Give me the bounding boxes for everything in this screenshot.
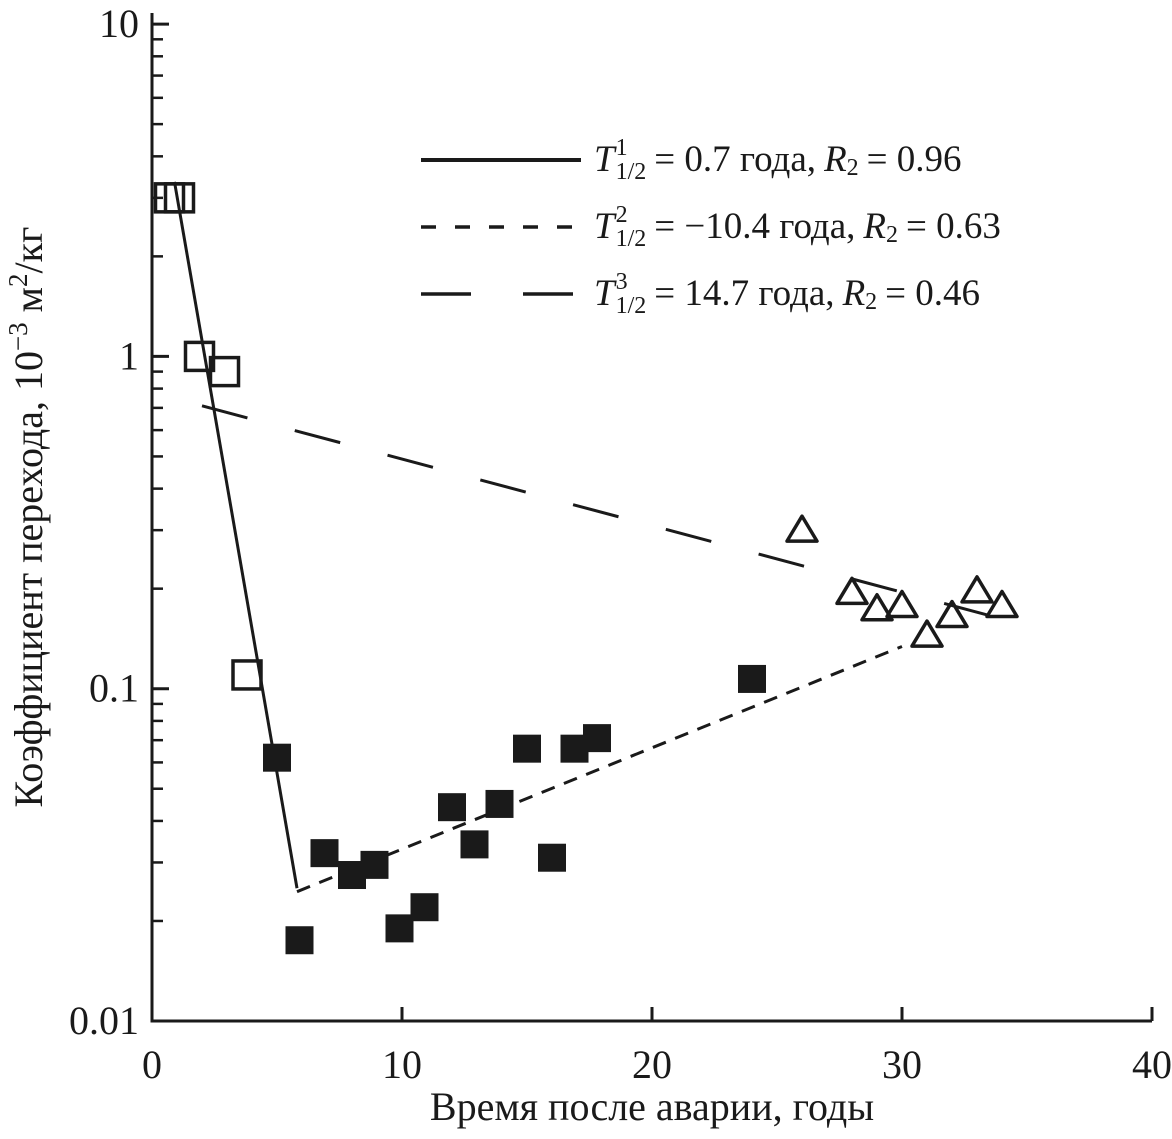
open-triangle-marker (785, 514, 819, 543)
filled-square-marker (285, 926, 314, 955)
y-axis-title: Коэффициент перехода, 10−3 м2/кг (3, 227, 51, 808)
y-tick-label: 0.1 (89, 666, 139, 711)
filled-square-marker (460, 830, 489, 859)
legend-label: T 3 1/2 = 14.7 года, R 2 = 0.46 (594, 268, 981, 319)
legend-label: T 1 1/2 = 0.7 года, R 2 = 0.96 (594, 134, 962, 185)
x-tick-label: 30 (882, 1042, 922, 1087)
filled-square-marker (263, 743, 291, 772)
open-triangle-marker (885, 589, 919, 619)
open-triangle-marker (860, 593, 894, 622)
filled-square-marker (438, 793, 466, 822)
open-triangle-marker (985, 589, 1019, 619)
open-triangle-marker (960, 575, 994, 604)
series-open-triangle (785, 514, 1019, 648)
y-tick-label: 10 (99, 1, 139, 46)
open-square-marker (208, 355, 241, 388)
fit-line-solid (173, 181, 299, 889)
data-series (153, 182, 1019, 955)
open-triangle-marker (910, 619, 944, 648)
filled-square-marker (360, 850, 389, 879)
filled-square-marker (583, 724, 611, 753)
open-square-marker (231, 659, 263, 691)
legend-row-short-dash: T 2 1/2 = −10.4 года, R 2 = 0.63 (420, 193, 1001, 260)
open-triangle-marker (935, 599, 969, 629)
x-tick-label: 10 (382, 1042, 422, 1087)
series-filled-square (263, 664, 766, 955)
filled-square-marker (513, 734, 541, 763)
y-tick-label: 0.01 (69, 998, 139, 1043)
fit-line-long-dash (201, 404, 1010, 623)
filled-square-marker (385, 914, 414, 943)
legend-row-solid: T 1 1/2 = 0.7 года, R 2 = 0.96 (420, 126, 1001, 193)
open-triangle-marker (835, 576, 869, 606)
series-open-square (153, 182, 263, 691)
x-tick-label: 20 (632, 1042, 672, 1087)
x-axis-title: Время после аварии, годы (430, 1084, 874, 1129)
filled-square-marker (310, 839, 339, 868)
filled-square-marker (738, 664, 766, 693)
y-tick-label: 1 (119, 333, 139, 378)
filled-square-marker (538, 843, 566, 872)
x-tick-label: 0 (142, 1042, 162, 1087)
open-square-marker (163, 182, 196, 214)
legend: T 1 1/2 = 0.7 года, R 2 = 0.96 T 2 1/2 = −10.4 го… (420, 126, 1001, 327)
legend-solid-line-sample (421, 157, 581, 162)
legend-label: T 2 1/2 = −10.4 года, R 2 = 0.63 (594, 201, 1001, 252)
fit-line-short-dash (296, 645, 903, 894)
filled-square-marker (485, 789, 514, 818)
legend-long-dash-line-sample (421, 291, 581, 296)
axes: 10 1 0.1 0.010 10 20 30 40 (69, 1, 1172, 1087)
legend-row-long-dash: T 3 1/2 = 14.7 года, R 2 = 0.46 (420, 260, 1001, 327)
legend-short-dash-line-sample (421, 224, 581, 229)
filled-square-marker (410, 893, 439, 922)
x-tick-label: 40 (1132, 1042, 1172, 1087)
